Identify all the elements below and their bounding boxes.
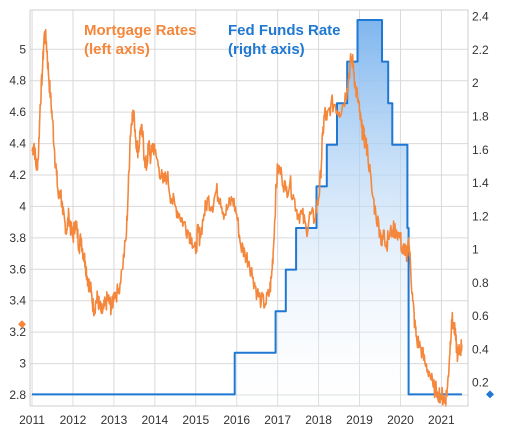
y-left-tick-label: 3.4 bbox=[9, 294, 26, 308]
fed-funds-area bbox=[32, 20, 462, 406]
y-right-tick-label: 2 bbox=[472, 76, 479, 90]
axes: 2011 2012 2013 2014 2015 2016 2017 2018 2019 2020… bbox=[9, 9, 494, 427]
x-tick-label: 2016 bbox=[223, 413, 250, 427]
legend-fed-line1: Fed Funds Rate bbox=[228, 22, 341, 39]
x-tick-label: 2017 bbox=[264, 413, 291, 427]
x-tick-label: 2014 bbox=[141, 413, 168, 427]
y-left-tick-label: 4.2 bbox=[9, 168, 26, 182]
fed-current-marker bbox=[486, 390, 494, 399]
x-tick-label: 2020 bbox=[387, 413, 414, 427]
y-right-tick-label: 1.2 bbox=[472, 209, 489, 223]
x-tick-label: 2012 bbox=[60, 413, 87, 427]
x-tick-label: 2018 bbox=[305, 413, 332, 427]
y-right-tick-label: 2.4 bbox=[472, 10, 489, 24]
y-right-tick-label: 0.4 bbox=[472, 342, 489, 356]
y-right-tick-label: 1.8 bbox=[472, 109, 489, 123]
y-right-tick-label: 1 bbox=[472, 243, 479, 257]
y-left-tick-label: 3.8 bbox=[9, 231, 26, 245]
y-left-tick-label: 3.6 bbox=[9, 262, 26, 276]
mortgage-series bbox=[31, 28, 463, 407]
x-tick-label: 2011 bbox=[19, 413, 45, 427]
y-left-tick-label: 4 bbox=[19, 199, 26, 213]
y-right-tick-label: 0.6 bbox=[472, 309, 489, 323]
fed-funds-series bbox=[32, 19, 462, 406]
x-tick-label: 2015 bbox=[182, 413, 209, 427]
legend-fed-line2: (right axis) bbox=[228, 41, 305, 58]
y-left-tick-label: 3 bbox=[19, 357, 26, 371]
mortgage-line bbox=[31, 28, 463, 407]
x-tick-label: 2019 bbox=[346, 413, 373, 427]
x-tick-label: 2013 bbox=[101, 413, 128, 427]
y-left-tick-label: 5 bbox=[19, 42, 26, 56]
y-left-tick-label: 4.8 bbox=[9, 74, 26, 88]
y-right-tick-label: 1.4 bbox=[472, 176, 489, 190]
y-right-tick-label: 0.8 bbox=[472, 276, 489, 290]
mortgage-current-marker bbox=[18, 320, 26, 329]
legend-mortgage-line2: (left axis) bbox=[84, 41, 150, 58]
y-right-tick-label: 1.6 bbox=[472, 143, 489, 157]
legend-mortgage-line1: Mortgage Rates bbox=[84, 22, 197, 39]
legend: Mortgage Rates (left axis) Fed Funds Rat… bbox=[84, 22, 341, 58]
y-left-tick-label: 4.4 bbox=[9, 137, 26, 151]
y-right-tick-label: 0.2 bbox=[472, 376, 489, 390]
y-left-tick-label: 2.8 bbox=[9, 388, 26, 402]
x-tick-label: 2021 bbox=[428, 413, 455, 427]
y-right-tick-label: 2.2 bbox=[472, 43, 489, 57]
plot-frame bbox=[29, 9, 469, 407]
y-left-tick-label: 3.2 bbox=[9, 325, 26, 339]
fed-funds-line bbox=[32, 19, 462, 396]
y-left-tick-label: 4.6 bbox=[9, 105, 26, 119]
